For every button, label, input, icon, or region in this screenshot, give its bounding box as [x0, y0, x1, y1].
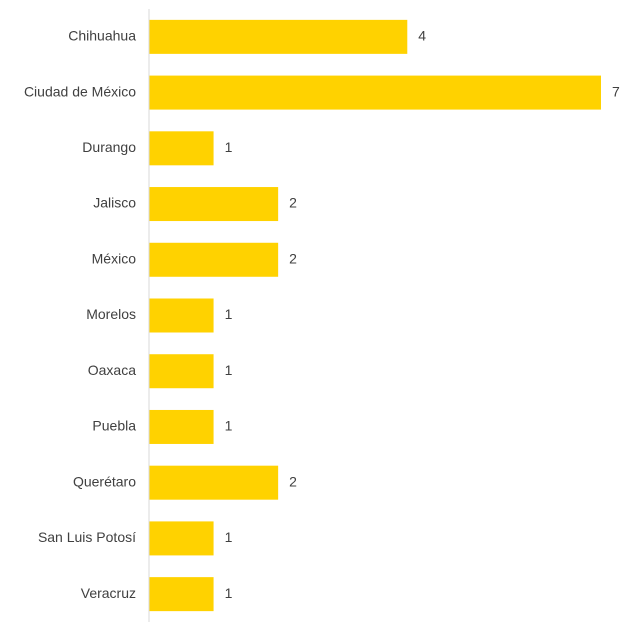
category-label-san-luis-potosi: San Luis Potosí — [38, 529, 136, 545]
bar-puebla — [149, 409, 214, 444]
value-label-ciudad-de-mexico: 7 — [612, 83, 620, 99]
value-label-durango: 1 — [225, 139, 233, 155]
category-label-ciudad-de-mexico: Ciudad de México — [24, 83, 136, 99]
category-label-puebla: Puebla — [92, 418, 136, 434]
value-label-oaxaca: 1 — [225, 362, 233, 378]
category-label-veracruz: Veracruz — [81, 585, 136, 601]
value-label-puebla: 1 — [225, 418, 233, 434]
category-label-jalisco: Jalisco — [93, 195, 136, 211]
category-label-chihuahua: Chihuahua — [68, 28, 136, 44]
bars — [149, 19, 601, 612]
bar-san-luis-potosi — [149, 521, 214, 556]
category-labels: Chihuahua Ciudad de México Durango Jalisco M… — [24, 28, 136, 601]
value-labels: 4 7 1 2 2 1 1 1 2 1 1 — [225, 28, 620, 601]
bar-jalisco — [149, 187, 279, 222]
category-label-oaxaca: Oaxaca — [88, 362, 136, 378]
category-label-mexico: México — [92, 250, 137, 266]
bar-morelos — [149, 298, 214, 333]
value-label-jalisco: 2 — [289, 195, 297, 211]
bar-mexico — [149, 242, 279, 277]
value-label-veracruz: 1 — [225, 585, 233, 601]
value-label-mexico: 2 — [289, 250, 297, 266]
category-label-morelos: Morelos — [86, 306, 136, 322]
bar-veracruz — [149, 577, 214, 612]
bar-ciudad-de-mexico — [149, 75, 601, 110]
bar-chihuahua — [149, 19, 408, 54]
category-label-queretaro: Querétaro — [73, 473, 136, 489]
value-label-queretaro: 2 — [289, 473, 297, 489]
value-label-san-luis-potosi: 1 — [225, 529, 233, 545]
bar-oaxaca — [149, 354, 214, 389]
bar-queretaro — [149, 465, 279, 500]
bar-durango — [149, 131, 214, 166]
value-label-morelos: 1 — [225, 306, 233, 322]
value-label-chihuahua: 4 — [418, 28, 426, 44]
category-label-durango: Durango — [82, 139, 136, 155]
